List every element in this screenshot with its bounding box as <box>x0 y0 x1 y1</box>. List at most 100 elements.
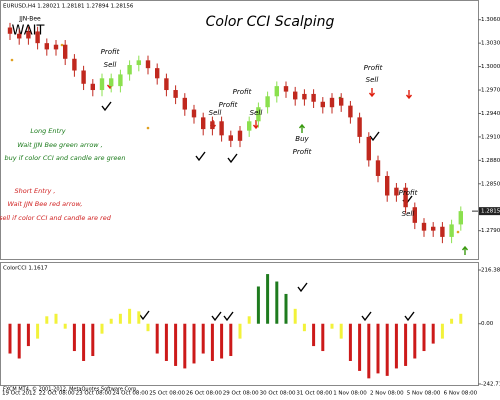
cci-bar <box>36 323 40 339</box>
x-tick-label: 26 Oct 08:00 <box>186 391 222 397</box>
candle-body <box>256 107 261 122</box>
annotation: Sell <box>104 61 117 69</box>
checkmark <box>211 311 222 322</box>
cci-bar <box>164 323 168 361</box>
cci-bar <box>155 323 159 354</box>
candle-body <box>385 175 390 196</box>
candle-body <box>81 70 86 84</box>
cci-bar <box>376 323 380 374</box>
candle-body <box>99 78 105 91</box>
price-panel <box>0 0 479 260</box>
x-tick-label: 25 Oct 08:00 <box>149 391 185 397</box>
candle-body <box>311 93 316 102</box>
cci-bar <box>431 323 435 344</box>
candle-body <box>173 90 178 98</box>
annotation: Sell <box>209 109 222 117</box>
candle-body <box>210 121 215 130</box>
signal-dot <box>10 58 14 62</box>
candle-body <box>375 160 381 176</box>
candle-body <box>63 44 68 59</box>
cci-bar <box>284 293 288 324</box>
cci-bar <box>339 323 343 339</box>
annotation: Profit <box>233 88 252 96</box>
cci-bar <box>247 316 251 324</box>
checkmark <box>139 310 150 321</box>
checkmark <box>297 282 308 293</box>
cci-bar <box>192 323 196 364</box>
checkmark <box>223 311 234 322</box>
cci-bar <box>72 323 76 352</box>
last-price-label: 1.2815 <box>481 209 500 215</box>
candle-body <box>136 60 141 66</box>
annotation: Profit <box>364 64 383 72</box>
indicator-title: ColorCCI 1.1617 <box>3 266 48 272</box>
cci-bar <box>413 323 417 359</box>
candle-body <box>127 65 132 75</box>
sell-arrow <box>368 88 376 98</box>
cci-bar <box>422 323 426 352</box>
candle-body <box>403 187 408 208</box>
y-tick-label: -242.716 <box>481 382 500 388</box>
short-entry-note: Short Entry , <box>15 187 56 195</box>
x-tick-label: 23 Oct 08:00 <box>76 391 112 397</box>
y-tick-label: 1.2940 <box>481 111 500 117</box>
cci-bar <box>17 323 21 359</box>
annotation: Profit <box>399 189 418 197</box>
cci-bar <box>174 323 178 366</box>
cci-bar <box>118 313 122 324</box>
x-tick-label: 5 Nov 08:00 <box>407 391 441 397</box>
cci-bar <box>100 323 104 334</box>
checkmark <box>361 311 372 322</box>
buy-arrow <box>298 123 306 133</box>
cci-bar <box>26 323 30 347</box>
cci-bar <box>275 281 279 324</box>
last-price-box <box>479 207 500 216</box>
y-tick-label: 1.2880 <box>481 158 500 164</box>
cci-bar <box>220 323 224 359</box>
signal-dot <box>456 230 460 234</box>
y-tick-label: 1.3030 <box>481 41 500 47</box>
cci-bar <box>440 323 444 339</box>
sell-arrow <box>252 120 260 130</box>
cci-bar <box>128 308 132 324</box>
annotation: Buy <box>295 135 309 143</box>
cci-bar <box>201 323 205 354</box>
cci-bar <box>63 323 67 329</box>
candle-body <box>283 86 289 92</box>
cci-bar <box>91 323 95 357</box>
cci-bar <box>54 313 58 324</box>
candle-body <box>237 130 243 141</box>
candle-body <box>164 78 169 91</box>
x-tick-label: 29 Oct 08:00 <box>223 391 259 397</box>
candle-body <box>109 78 114 87</box>
candle-body <box>274 86 279 97</box>
candle-body <box>17 33 22 39</box>
x-tick-label: 30 Oct 08:00 <box>260 391 296 397</box>
y-tick-label: 1.2790 <box>481 228 500 234</box>
cci-bar <box>302 323 306 332</box>
y-tick-label: 1.3000 <box>481 64 500 70</box>
x-tick-label: 24 Oct 08:00 <box>112 391 148 397</box>
cci-bar <box>459 313 463 324</box>
buy-arrow <box>461 245 469 255</box>
y-tick-label: 1.3060 <box>481 17 500 23</box>
cci-bar <box>367 323 371 379</box>
candle-body <box>440 226 445 237</box>
x-tick-label: 6 Nov 08:00 <box>444 391 478 397</box>
candle-body <box>320 101 325 108</box>
candle-body <box>302 93 307 100</box>
candle-body <box>7 27 13 34</box>
y-tick-label: 1.2970 <box>481 88 500 94</box>
candle-body <box>265 96 270 108</box>
y-tick-label: 216.385 <box>481 268 500 274</box>
cci-bar <box>330 323 334 329</box>
cci-bar <box>256 286 260 324</box>
checkmark <box>227 153 238 164</box>
cci-bar <box>358 323 362 371</box>
annotation: Profit <box>293 148 312 156</box>
x-tick-label: 2 Nov 08:00 <box>370 391 404 397</box>
cci-bar <box>348 323 352 361</box>
y-tick-label: 1.2910 <box>481 134 500 140</box>
header: EURUSD,H4 1.28021 1.28181 1.27894 1.2815… <box>3 4 134 10</box>
candle-body <box>182 97 187 110</box>
